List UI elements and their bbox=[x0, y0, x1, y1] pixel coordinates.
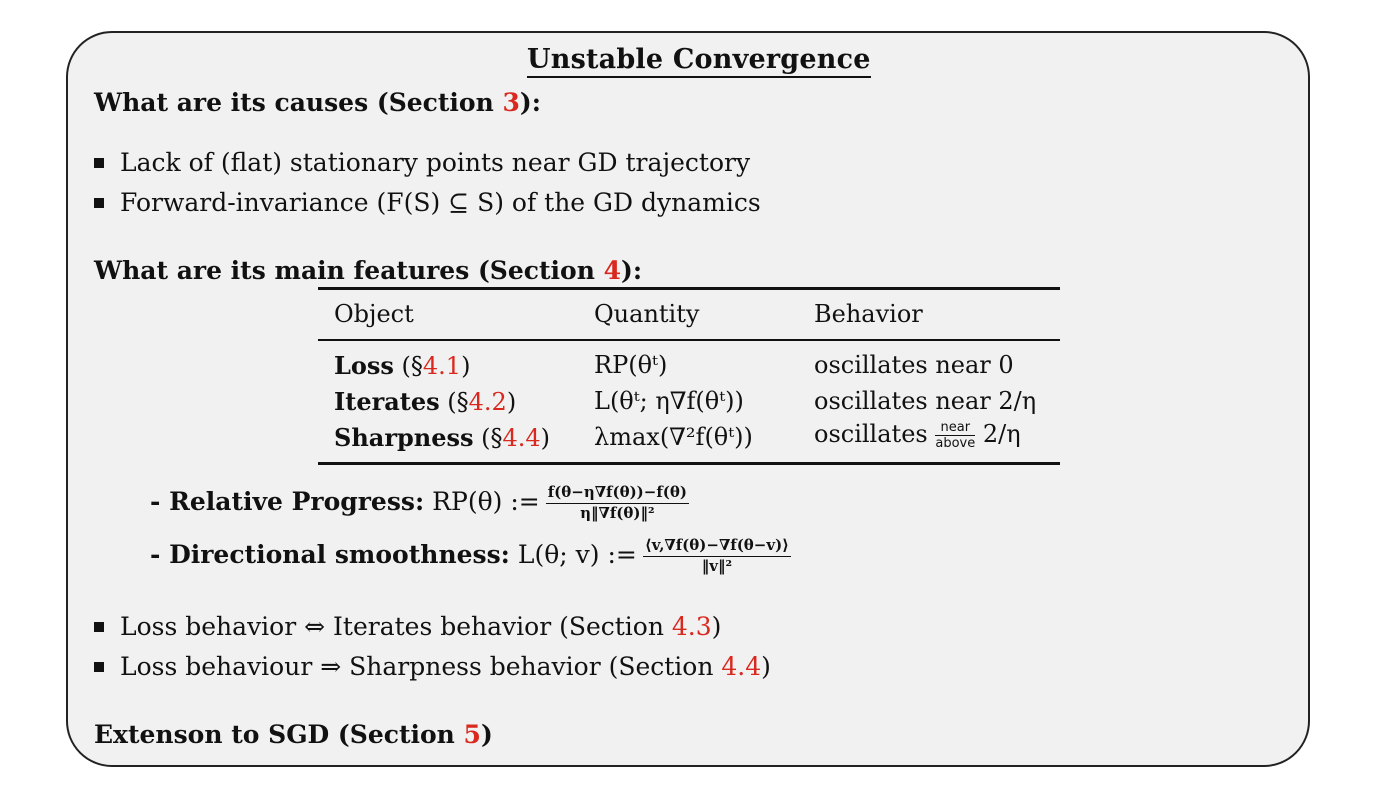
box-title: Unstable Convergence bbox=[527, 44, 871, 78]
table-row-sharpness-object: Sharpness (§4.4) bbox=[334, 423, 550, 452]
feature-item-1-close: ) bbox=[711, 612, 722, 641]
fraction-numerator: ⟨v,∇f(θ)−∇f(θ−v)⟩ bbox=[642, 537, 792, 557]
definition-fraction: f(θ−η∇f(θ))−f(θ) η‖∇f(θ)‖² bbox=[545, 484, 689, 522]
cause-item-1-text: Lack of (flat) stationary points near GD… bbox=[120, 148, 751, 177]
feature-item-2-close: ) bbox=[761, 652, 771, 681]
causes-heading-text: What are its causes (Section bbox=[94, 88, 503, 117]
ref-close: ) bbox=[506, 388, 517, 416]
features-heading-suffix: ): bbox=[621, 256, 643, 285]
fraction-denominator: ‖v‖² bbox=[701, 556, 733, 575]
behavior-tail: 2/η bbox=[982, 420, 1021, 448]
table-row-iterates-quantity: L(θᵗ; η∇f(θᵗ)) bbox=[594, 387, 744, 415]
table-row-loss-behavior: oscillates near 0 bbox=[814, 351, 1014, 379]
col-header-object: Object bbox=[334, 300, 414, 328]
fraction-numerator: f(θ−η∇f(θ))−f(θ) bbox=[545, 484, 689, 504]
summary-box bbox=[66, 31, 1310, 767]
row-object-label: Sharpness bbox=[334, 423, 474, 452]
cause-item-2: Forward-invariance (F(S) ⊆ S) of the GD … bbox=[94, 188, 761, 217]
row-object-label: Iterates bbox=[334, 387, 440, 416]
causes-heading: What are its causes (Section 3): bbox=[94, 88, 541, 117]
cause-item-2-text: Forward-invariance (F(S) ⊆ S) of the GD … bbox=[120, 188, 761, 217]
definition-lhs: RP(θ) := bbox=[432, 486, 540, 516]
section-4-3-link[interactable]: 4.3 bbox=[671, 612, 712, 641]
features-heading: What are its main features (Section 4): bbox=[94, 256, 642, 285]
sgd-heading-suffix: ) bbox=[480, 720, 493, 749]
section-4-4-link[interactable]: 4.4 bbox=[721, 652, 762, 681]
definition-lhs: L(θ; v) := bbox=[517, 539, 637, 569]
col-header-quantity: Quantity bbox=[594, 300, 700, 328]
definition-directional-smoothness: - Directional smoothness: L(θ; v) := ⟨v,∇… bbox=[150, 537, 792, 575]
fraction-bottom: above bbox=[935, 436, 976, 451]
table-top-rule bbox=[318, 287, 1060, 290]
sgd-heading-text: Extenson to SGD (Section bbox=[94, 720, 464, 749]
features-heading-text: What are its main features (Section bbox=[94, 256, 604, 285]
table-row-sharpness-quantity: λmax(∇²f(θᵗ)) bbox=[594, 423, 753, 451]
definition-fraction: ⟨v,∇f(θ)−∇f(θ−v)⟩ ‖v‖² bbox=[642, 537, 792, 575]
section-4-link[interactable]: 4 bbox=[603, 256, 621, 285]
definition-label: - Relative Progress: bbox=[150, 486, 425, 516]
table-row-loss-quantity: RP(θᵗ) bbox=[594, 351, 668, 379]
near-above-fraction: near above bbox=[935, 421, 976, 451]
ref-close: ) bbox=[461, 352, 471, 380]
table-row-sharpness-behavior: oscillates near above 2/η bbox=[814, 420, 1021, 450]
section-4-2-link[interactable]: 4.2 bbox=[468, 388, 507, 416]
ref-open: (§ bbox=[393, 352, 423, 380]
definition-relative-progress: - Relative Progress: RP(θ) := f(θ−η∇f(θ))… bbox=[150, 484, 689, 522]
feature-item-2-text: Loss behaviour ⇒ Sharpness behavior (Sec… bbox=[120, 652, 722, 681]
table-bottom-rule bbox=[318, 462, 1060, 465]
causes-heading-suffix: ): bbox=[519, 88, 541, 117]
section-4-1-link[interactable]: 4.1 bbox=[422, 352, 462, 380]
bullet-icon bbox=[94, 198, 104, 208]
feature-item-1: Loss behavior ⇔ Iterates behavior (Secti… bbox=[94, 612, 721, 641]
table-mid-rule bbox=[318, 339, 1060, 341]
feature-item-1-text: Loss behavior ⇔ Iterates behavior (Secti… bbox=[120, 612, 672, 641]
bullet-icon bbox=[94, 662, 104, 672]
bullet-icon bbox=[94, 622, 104, 632]
fraction-top: near bbox=[935, 421, 976, 436]
section-4-4-link[interactable]: 4.4 bbox=[502, 424, 541, 452]
fraction-denominator: η‖∇f(θ)‖² bbox=[580, 503, 655, 522]
ref-open: (§ bbox=[473, 424, 503, 452]
ref-close: ) bbox=[540, 424, 551, 452]
ref-open: (§ bbox=[439, 388, 469, 416]
section-3-link[interactable]: 3 bbox=[502, 88, 520, 117]
sgd-heading: Extenson to SGD (Section 5) bbox=[94, 720, 493, 749]
row-object-label: Loss bbox=[334, 351, 394, 380]
table-row-iterates-behavior: oscillates near 2/η bbox=[814, 387, 1037, 415]
table-row-iterates-object: Iterates (§4.2) bbox=[334, 387, 516, 416]
col-header-behavior: Behavior bbox=[814, 300, 923, 328]
table-row-loss-object: Loss (§4.1) bbox=[334, 351, 470, 380]
feature-item-2: Loss behaviour ⇒ Sharpness behavior (Sec… bbox=[94, 652, 771, 681]
bullet-icon bbox=[94, 158, 104, 168]
definition-label: - Directional smoothness: bbox=[150, 539, 510, 569]
section-5-link[interactable]: 5 bbox=[463, 720, 481, 749]
behavior-text: oscillates bbox=[814, 420, 928, 448]
cause-item-1: Lack of (flat) stationary points near GD… bbox=[94, 148, 750, 177]
